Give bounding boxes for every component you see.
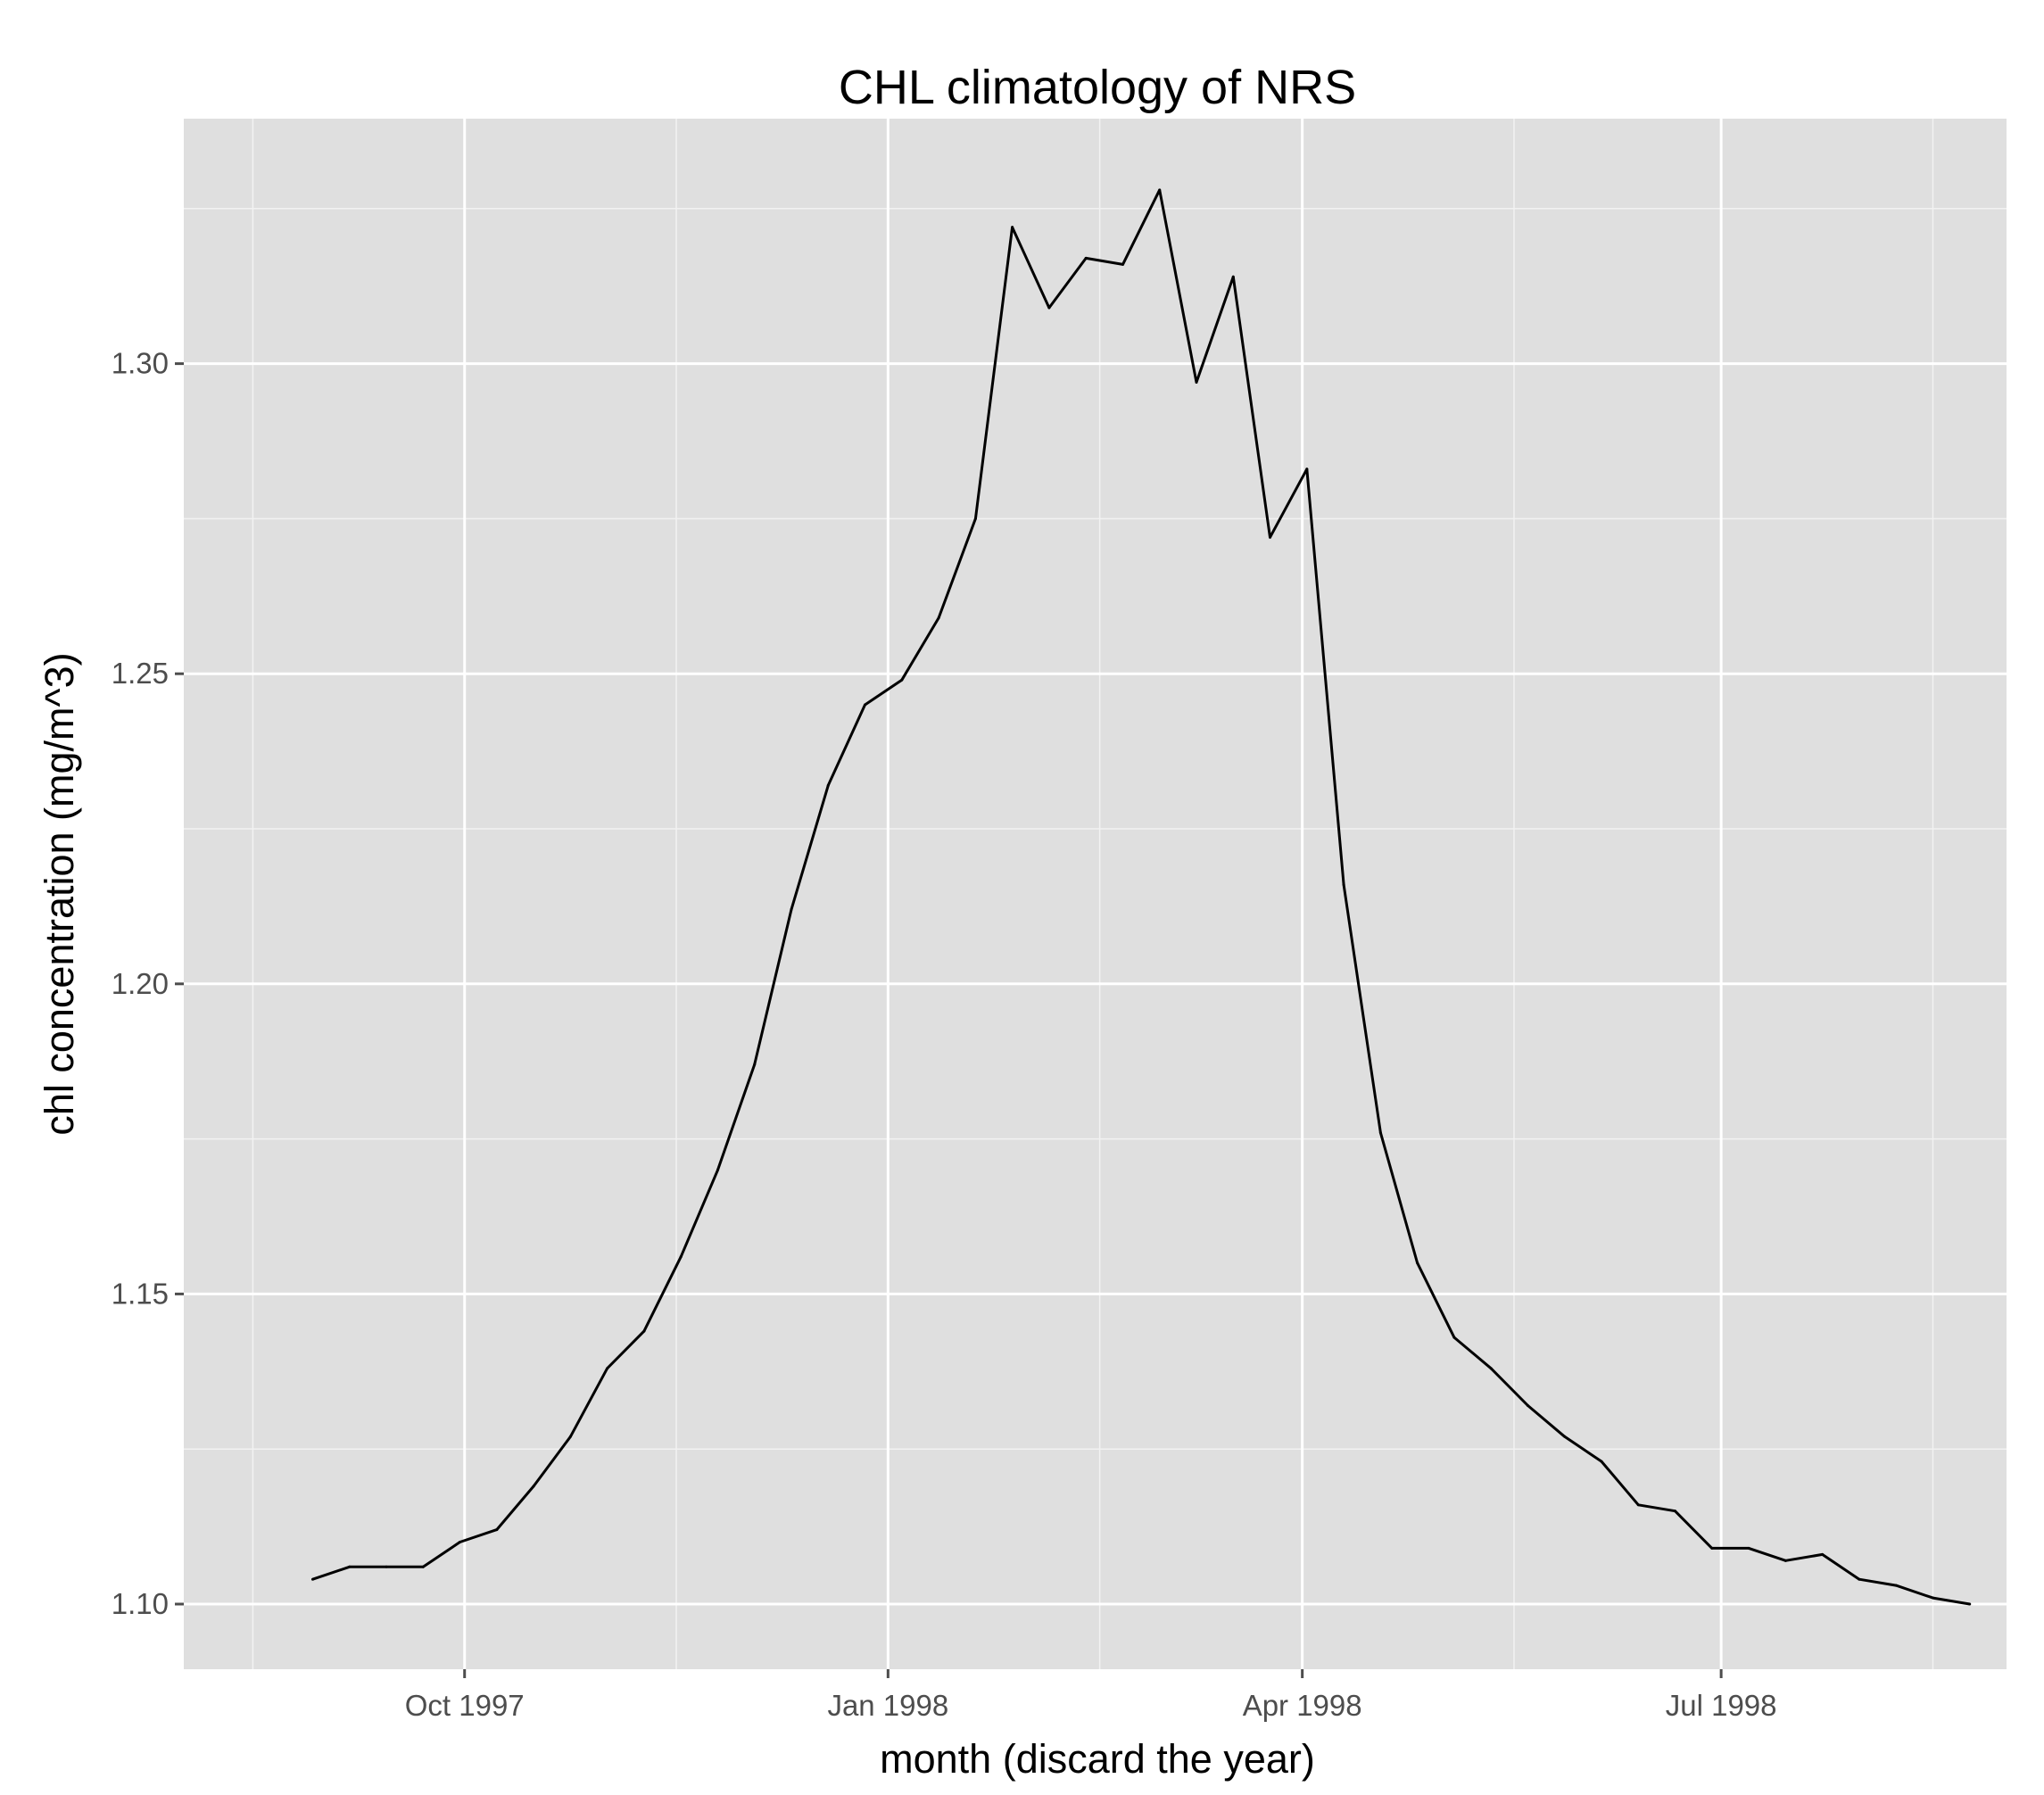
plot-panel bbox=[184, 119, 2007, 1669]
data-point bbox=[568, 1435, 572, 1438]
data-point bbox=[1378, 1131, 1382, 1135]
data-point bbox=[1894, 1584, 1898, 1587]
data-point bbox=[1526, 1404, 1529, 1408]
data-point bbox=[495, 1528, 499, 1532]
data-point bbox=[1858, 1577, 1861, 1581]
y-tick-label: 1.15 bbox=[112, 1277, 169, 1310]
data-point bbox=[1342, 883, 1345, 887]
data-point bbox=[642, 1329, 646, 1333]
data-point bbox=[1269, 535, 1272, 539]
data-point bbox=[1084, 256, 1088, 260]
y-tick-label: 1.10 bbox=[112, 1587, 169, 1620]
chart-title: CHL climatology of NRS bbox=[839, 61, 1356, 114]
data-point bbox=[1416, 1261, 1419, 1265]
data-point bbox=[1783, 1559, 1787, 1562]
data-point bbox=[606, 1367, 609, 1370]
data-point bbox=[459, 1540, 462, 1543]
data-point bbox=[1563, 1435, 1567, 1438]
data-point bbox=[1047, 306, 1051, 310]
data-point bbox=[1489, 1367, 1493, 1370]
y-tick-label: 1.30 bbox=[112, 347, 169, 380]
data-series bbox=[310, 188, 1972, 1606]
data-point bbox=[1636, 1503, 1640, 1507]
data-point bbox=[1121, 262, 1124, 266]
data-point bbox=[310, 1577, 314, 1581]
y-tick-label: 1.20 bbox=[112, 967, 169, 1000]
data-point bbox=[1600, 1460, 1603, 1463]
data-point bbox=[1158, 188, 1162, 192]
data-point bbox=[826, 783, 830, 787]
x-tick-label: Apr 1998 bbox=[1243, 1689, 1362, 1722]
data-point bbox=[679, 1255, 683, 1259]
data-point bbox=[716, 1168, 719, 1171]
data-point bbox=[753, 1063, 757, 1066]
data-point bbox=[1231, 275, 1235, 278]
data-point bbox=[532, 1485, 535, 1488]
data-point bbox=[937, 616, 940, 620]
data-point bbox=[348, 1565, 352, 1568]
data-point bbox=[900, 678, 904, 682]
x-tick-label: Jul 1998 bbox=[1666, 1689, 1777, 1722]
x-tick-label: Oct 1997 bbox=[405, 1689, 525, 1722]
data-point bbox=[1195, 380, 1198, 384]
x-axis: Oct 1997 Jan 1998 Apr 1998 Jul 1998 bbox=[405, 1669, 1777, 1722]
minor-gridlines bbox=[184, 119, 2007, 1669]
y-axis: 1.10 1.15 1.20 1.25 1.30 bbox=[112, 347, 184, 1620]
data-point bbox=[1305, 467, 1309, 471]
data-point bbox=[1674, 1510, 1677, 1513]
major-gridlines bbox=[184, 119, 2007, 1669]
y-axis-title: chl concentration (mg/m^3) bbox=[37, 652, 82, 1135]
data-point bbox=[1710, 1546, 1714, 1550]
data-point bbox=[1452, 1336, 1456, 1339]
x-axis-title: month (discard the year) bbox=[880, 1736, 1315, 1782]
data-point bbox=[1968, 1602, 1972, 1606]
y-tick-label: 1.25 bbox=[112, 657, 169, 690]
data-point bbox=[1011, 226, 1014, 229]
data-point bbox=[385, 1565, 388, 1568]
data-point bbox=[864, 703, 867, 707]
data-point bbox=[1821, 1552, 1825, 1556]
data-point bbox=[421, 1565, 425, 1568]
series-line bbox=[312, 188, 1970, 1606]
data-point bbox=[790, 907, 793, 911]
data-point bbox=[973, 517, 977, 520]
data-point bbox=[1747, 1546, 1750, 1550]
data-point bbox=[1931, 1596, 1934, 1600]
x-tick-label: Jan 1998 bbox=[827, 1689, 948, 1722]
